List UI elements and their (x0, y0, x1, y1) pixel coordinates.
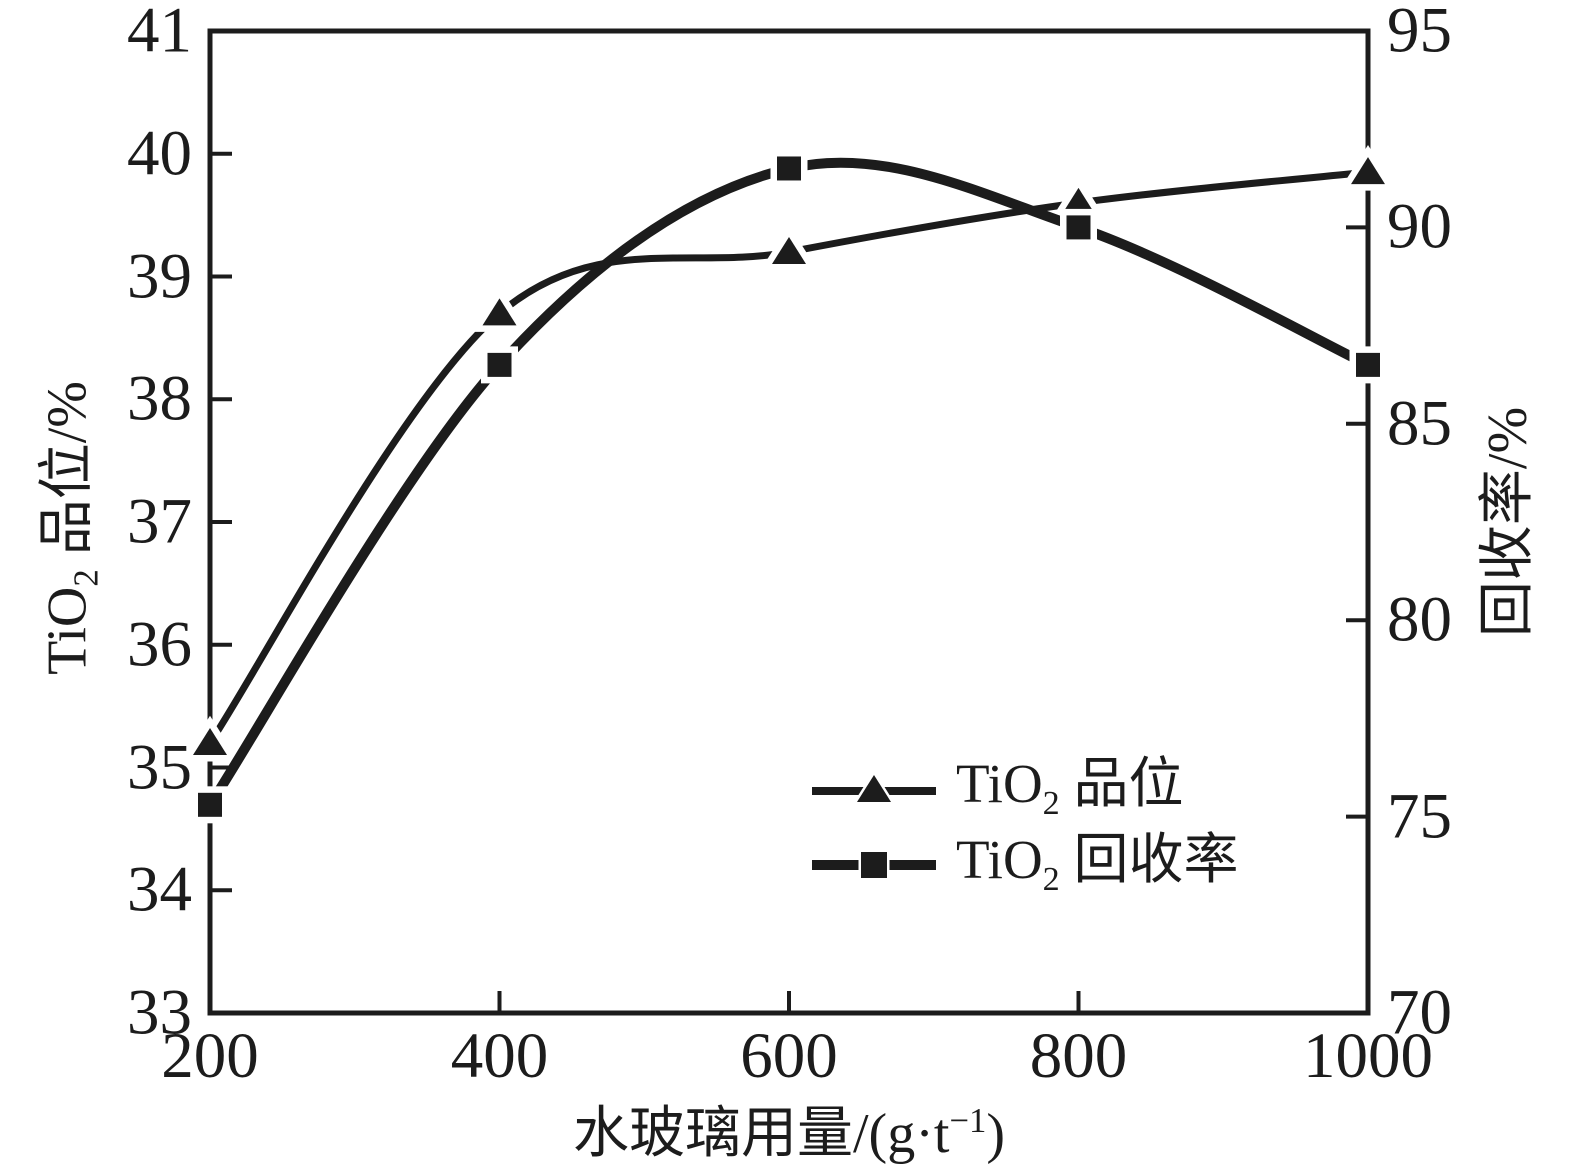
x-tick-label: 400 (450, 1020, 549, 1092)
series-marker-triangle (193, 727, 227, 755)
series-marker-triangle (1061, 187, 1096, 215)
series-marker-triangle (482, 298, 517, 326)
series-line-triangle (207, 168, 1369, 745)
series-marker-square (1066, 215, 1091, 240)
series-marker-square (1356, 352, 1380, 377)
x-axis-title-sup: −1 (949, 1101, 987, 1141)
left-axis-title: TiO2 品位/% (36, 381, 106, 675)
y-tick-label-left: 38 (127, 362, 192, 435)
series-marker-square (487, 352, 512, 377)
y-tick-label-right: 85 (1387, 387, 1452, 460)
left-axis-title-sub: 2 (66, 569, 106, 587)
y-tick-label-right: 80 (1387, 583, 1452, 656)
series-marker-triangle (1351, 157, 1385, 185)
x-tick-label: 800 (1029, 1020, 1128, 1092)
legend-label-grade-sub: 2 (1042, 785, 1060, 823)
y-tick-label-right: 95 (1387, 0, 1452, 67)
legend-label-grade-pre: TiO (956, 753, 1043, 815)
legend: TiO2 品位 TiO2 回收率 (812, 756, 1238, 897)
series-line-square (205, 157, 1371, 808)
series-marker-square (198, 792, 222, 817)
x-tick-label: 1000 (1303, 1020, 1433, 1092)
legend-square-line-icon (812, 849, 936, 881)
x-axis-title: 水玻璃用量/(g·t−1) (572, 1101, 1006, 1165)
y-tick-label-right: 90 (1387, 190, 1452, 263)
y-tick-label-left: 40 (127, 117, 192, 190)
legend-label-grade: TiO2 品位 (956, 756, 1183, 821)
legend-label-recovery-sub: 2 (1042, 861, 1060, 899)
right-axis-title: 回收率/% (1477, 406, 1539, 638)
y-tick-label-left: 41 (127, 0, 192, 67)
legend-label-recovery: TiO2 回收率 (956, 832, 1238, 897)
legend-item-recovery: TiO2 回收率 (812, 832, 1238, 897)
x-axis-title-pre: 水玻璃用量/(g·t (572, 1102, 950, 1165)
legend-triangle-line-icon (812, 770, 936, 805)
series-marker-square (777, 156, 801, 181)
y-tick-label-right: 70 (1387, 976, 1452, 1049)
x-tick-label: 600 (740, 1020, 838, 1092)
y-tick-label-left: 33 (127, 976, 192, 1049)
legend-label-grade-post: 品位 (1059, 753, 1184, 815)
y-tick-label-left: 34 (127, 853, 192, 926)
y-tick-label-left: 39 (127, 240, 192, 312)
x-tick-label: 200 (161, 1020, 259, 1092)
y-tick-label-left: 37 (127, 485, 192, 558)
left-axis-title-pre: TiO (36, 586, 99, 675)
y-tick-label-right: 75 (1387, 780, 1452, 853)
x-axis-title-post: ) (986, 1102, 1006, 1165)
series-marker-triangle (772, 236, 806, 264)
y-tick-label-left: 36 (127, 608, 192, 681)
legend-label-recovery-pre: TiO (956, 829, 1043, 891)
y-tick-label-left: 35 (127, 731, 192, 803)
legend-item-grade: TiO2 品位 (812, 756, 1238, 821)
left-axis-title-post: 品位/% (36, 381, 99, 570)
legend-label-recovery-post: 回收率 (1059, 829, 1239, 891)
